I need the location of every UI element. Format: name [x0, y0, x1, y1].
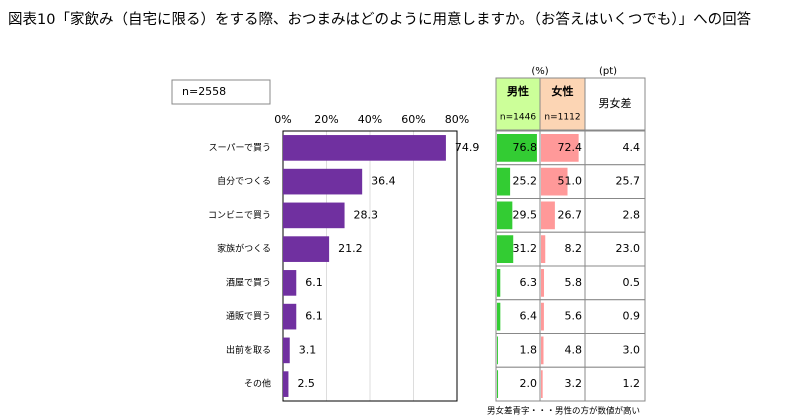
value-label: 2.5	[297, 377, 315, 390]
bar	[283, 135, 446, 161]
female-value: 26.7	[558, 208, 583, 221]
diff-value: 2.8	[623, 208, 641, 221]
column-n: n=1446	[500, 113, 536, 123]
bar	[283, 236, 330, 262]
male-value: 6.4	[520, 310, 538, 323]
male-value: 25.2	[513, 175, 538, 188]
cell	[539, 231, 586, 267]
column-header: 女性	[552, 84, 574, 98]
male-bar	[497, 370, 499, 398]
column-header: 男性	[507, 84, 529, 98]
header-cell	[539, 77, 586, 131]
cell	[584, 231, 646, 267]
bar	[283, 202, 345, 229]
female-value: 5.8	[565, 276, 583, 289]
female-bar	[541, 235, 546, 263]
female-value: 3.2	[565, 377, 583, 390]
x-tick-label: 80%	[445, 113, 469, 126]
column-n: n=1112	[544, 113, 580, 123]
bar	[283, 337, 290, 364]
male-value: 1.8	[520, 343, 538, 356]
cell	[584, 265, 646, 301]
female-bar	[541, 269, 545, 297]
unit-label: (%)	[531, 66, 548, 77]
diff-value: 1.2	[623, 377, 641, 390]
male-bar	[497, 134, 537, 162]
male-value: 31.2	[513, 242, 538, 255]
diff-value: 4.4	[623, 141, 641, 154]
bar	[283, 371, 289, 397]
male-bar	[497, 201, 513, 230]
diff-value: 23.0	[616, 242, 641, 255]
cell	[539, 265, 586, 301]
female-bar	[541, 302, 544, 331]
chart-title: 図表10「家飲み（自宅に限る）をする際、おつまみはどのように用意しますか。（お答…	[8, 10, 752, 28]
female-bar	[541, 167, 568, 196]
note: 男女差青字・・・男性の方が数値が高い	[487, 406, 640, 417]
diff-value: 25.7	[616, 175, 641, 188]
female-bar	[541, 134, 579, 162]
unit-label: (pt)	[599, 66, 617, 77]
female-value: 4.8	[565, 343, 583, 356]
y-tick-label: 通販で買う	[226, 310, 271, 322]
x-tick-label: 20%	[314, 113, 338, 126]
y-tick-label: その他	[244, 378, 271, 390]
cell	[539, 299, 586, 334]
female-value: 72.4	[558, 141, 583, 154]
header-cell	[584, 77, 646, 131]
value-label: 3.1	[299, 343, 317, 356]
cell	[495, 366, 541, 402]
cell	[539, 366, 586, 402]
male-value: 29.5	[513, 208, 538, 221]
male-bar	[497, 269, 501, 297]
female-value: 5.6	[565, 310, 583, 323]
y-tick-label: スーパーで買う	[209, 142, 271, 153]
male-bar	[497, 302, 501, 331]
bar	[283, 168, 363, 195]
value-label: 6.1	[305, 310, 323, 323]
diff-value: 3.0	[623, 343, 641, 356]
male-value: 2.0	[520, 377, 538, 390]
male-bar	[497, 235, 514, 263]
x-tick-label: 0%	[274, 113, 291, 126]
cell	[495, 265, 541, 301]
cell	[495, 333, 541, 368]
female-bar	[541, 336, 544, 365]
y-tick-label: コンビニで買う	[208, 210, 271, 221]
cell	[584, 198, 646, 233]
x-tick-label: 40%	[358, 113, 382, 126]
diff-value: 0.5	[623, 276, 641, 289]
male-bar	[497, 336, 498, 365]
y-tick-label: 自分でつくる	[217, 175, 271, 187]
value-label: 6.1	[305, 276, 323, 289]
cell	[539, 333, 586, 368]
y-tick-label: 家族がつくる	[217, 243, 271, 255]
value-label: 28.3	[354, 208, 379, 221]
diff-value: 0.9	[623, 310, 641, 323]
female-bar	[541, 370, 543, 398]
female-value: 51.0	[558, 175, 583, 188]
male-value: 76.8	[513, 141, 538, 154]
sample-box	[171, 79, 271, 105]
cell	[584, 130, 646, 166]
cell	[584, 333, 646, 368]
bar	[283, 303, 297, 330]
y-tick-label: 酒屋で買う	[226, 277, 271, 288]
header-cell	[495, 77, 541, 131]
female-value: 8.2	[565, 242, 583, 255]
cell	[584, 366, 646, 402]
y-tick-label: 出前を取る	[226, 344, 271, 356]
x-tick-label: 60%	[401, 113, 425, 126]
column-header: 男女差	[599, 96, 632, 110]
male-value: 6.3	[520, 276, 538, 289]
male-bar	[497, 167, 511, 196]
value-label: 36.4	[371, 175, 396, 188]
sample-label: n=2558	[182, 85, 226, 98]
value-label: 74.9	[455, 141, 480, 154]
female-bar	[541, 201, 555, 230]
value-label: 21.2	[338, 242, 363, 255]
bar	[283, 270, 297, 296]
plot-frame	[282, 130, 458, 402]
